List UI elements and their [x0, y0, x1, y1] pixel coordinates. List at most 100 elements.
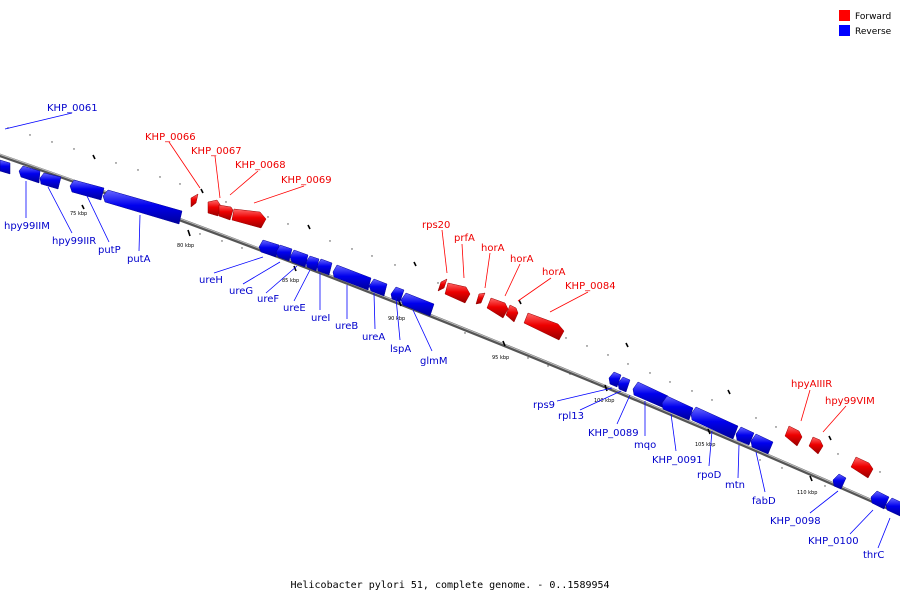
major-tick-mark — [625, 342, 629, 348]
reverse-gene-arrow[interactable] — [870, 490, 890, 510]
forward-gene-arrow[interactable] — [784, 425, 803, 447]
guide-dot — [627, 363, 629, 365]
forward-gene-arrow[interactable] — [218, 204, 234, 221]
guide-dot — [607, 354, 609, 356]
label-leader-line — [809, 490, 839, 514]
reverse-gene-arrow[interactable] — [390, 286, 405, 303]
forward-gene-arrow[interactable] — [505, 304, 519, 323]
reverse-gene-arrow[interactable] — [258, 239, 280, 258]
reverse-gene-arrow[interactable] — [102, 189, 183, 225]
reverse-gene-arrow[interactable] — [735, 426, 755, 446]
label-leader-line — [549, 291, 589, 313]
forward-gene-arrow[interactable] — [207, 199, 222, 217]
major-tick-mark — [92, 154, 96, 160]
guide-dot — [287, 223, 289, 225]
forward-gene-arrow[interactable] — [850, 456, 874, 479]
forward-gene-label: KHP_0069 — [281, 175, 332, 186]
reverse-gene-arrow[interactable] — [18, 165, 41, 184]
label-leader-line — [138, 214, 141, 252]
guide-dot — [371, 255, 373, 257]
reverse-gene-label: rpl13 — [558, 411, 584, 422]
label-leader-line — [579, 390, 622, 411]
forward-gene-arrow[interactable] — [523, 312, 565, 341]
major-tick-mark — [413, 261, 417, 267]
reverse-gene-arrow[interactable] — [750, 433, 774, 455]
reverse-gene-label: putA — [127, 254, 151, 265]
guide-dot — [669, 381, 671, 383]
reverse-gene-label: ureF — [257, 294, 279, 305]
label-leader-line — [4, 112, 73, 130]
reverse-gene-arrow[interactable] — [289, 249, 309, 268]
forward-gene-arrow[interactable] — [486, 297, 509, 319]
forward-gene-arrow[interactable] — [231, 208, 267, 229]
forward-gene-arrow[interactable] — [475, 292, 486, 305]
tick-label: 90 kbp — [388, 316, 405, 322]
label-leader-line — [755, 451, 766, 493]
label-leader-line — [86, 195, 110, 243]
guide-dot — [547, 365, 549, 367]
label-leader-line — [517, 277, 552, 302]
guide-dot — [759, 459, 761, 461]
label-leader-line — [822, 405, 847, 433]
guide-dot — [586, 345, 588, 347]
reverse-gene-label: glmM — [420, 356, 448, 367]
major-tick-mark — [81, 204, 85, 210]
tick-label: 85 kbp — [282, 278, 299, 284]
label-leader-line — [293, 269, 311, 302]
reverse-gene-arrow[interactable] — [39, 172, 62, 190]
reverse-gene-label: putP — [98, 245, 121, 256]
legend: Forward Reverse — [839, 10, 892, 37]
label-leader-line — [504, 263, 521, 297]
label-leader-line — [484, 252, 491, 289]
forward-gene-arrow[interactable] — [444, 282, 471, 304]
reverse-gene-arrow[interactable] — [368, 278, 388, 297]
major-tick-mark — [200, 188, 204, 194]
reverse-gene-label: ureE — [283, 303, 306, 314]
label-leader-line — [877, 517, 891, 549]
reverse-gene-arrow[interactable] — [275, 244, 293, 262]
reverse-gene-arrow[interactable] — [832, 473, 847, 490]
guide-dot — [351, 248, 353, 250]
reverse-gene-label: ureA — [362, 332, 385, 343]
tick-label: 80 kbp — [177, 243, 194, 249]
reverse-gene-arrow[interactable] — [332, 264, 372, 291]
guide-dot — [51, 141, 53, 143]
label-leader-line — [47, 186, 73, 234]
forward-gene-arrow[interactable] — [190, 193, 199, 208]
guide-dot — [565, 337, 567, 339]
label-leader-line — [556, 387, 613, 402]
reverse-gene-arrow[interactable] — [617, 376, 631, 393]
guide-dot — [824, 485, 826, 487]
guide-dot — [691, 390, 693, 392]
forward-gene-label: horA — [542, 267, 566, 278]
guide-dot — [241, 247, 243, 249]
reverse-gene-arrow[interactable] — [0, 159, 11, 175]
guide-dot — [179, 183, 181, 185]
reverse-gene-label: rpoD — [697, 470, 722, 481]
reverse-gene-arrow[interactable] — [400, 292, 435, 317]
guide-dot — [879, 471, 881, 473]
reverse-gene-arrow[interactable] — [690, 406, 739, 440]
guide-dot — [527, 357, 529, 359]
reverse-gene-arrow[interactable] — [885, 497, 900, 517]
genome-caption: Helicobacter pylori 51, complete genome.… — [290, 580, 609, 591]
reverse-gene-arrow[interactable] — [69, 179, 105, 201]
reverse-gene-arrow[interactable] — [316, 258, 333, 276]
guide-dot — [159, 176, 161, 178]
tick-label: 110 kbp — [797, 490, 817, 496]
guide-dot — [221, 240, 223, 242]
label-leader-line — [373, 292, 376, 330]
forward-gene-arrow[interactable] — [808, 436, 824, 455]
major-tick-mark — [187, 229, 191, 237]
forward-gene-arrow[interactable] — [437, 278, 448, 292]
label-leader-line — [800, 389, 811, 422]
forward-gene-label: KHP_0084 — [565, 281, 616, 292]
label-leader-line — [412, 309, 433, 352]
major-tick-mark — [707, 428, 711, 435]
legend-reverse-label: Reverse — [855, 27, 892, 37]
guide-dot — [437, 282, 439, 284]
reverse-gene-label: ureB — [335, 321, 358, 332]
forward-gene-label: horA — [510, 254, 534, 265]
label-leader-line — [616, 394, 631, 425]
